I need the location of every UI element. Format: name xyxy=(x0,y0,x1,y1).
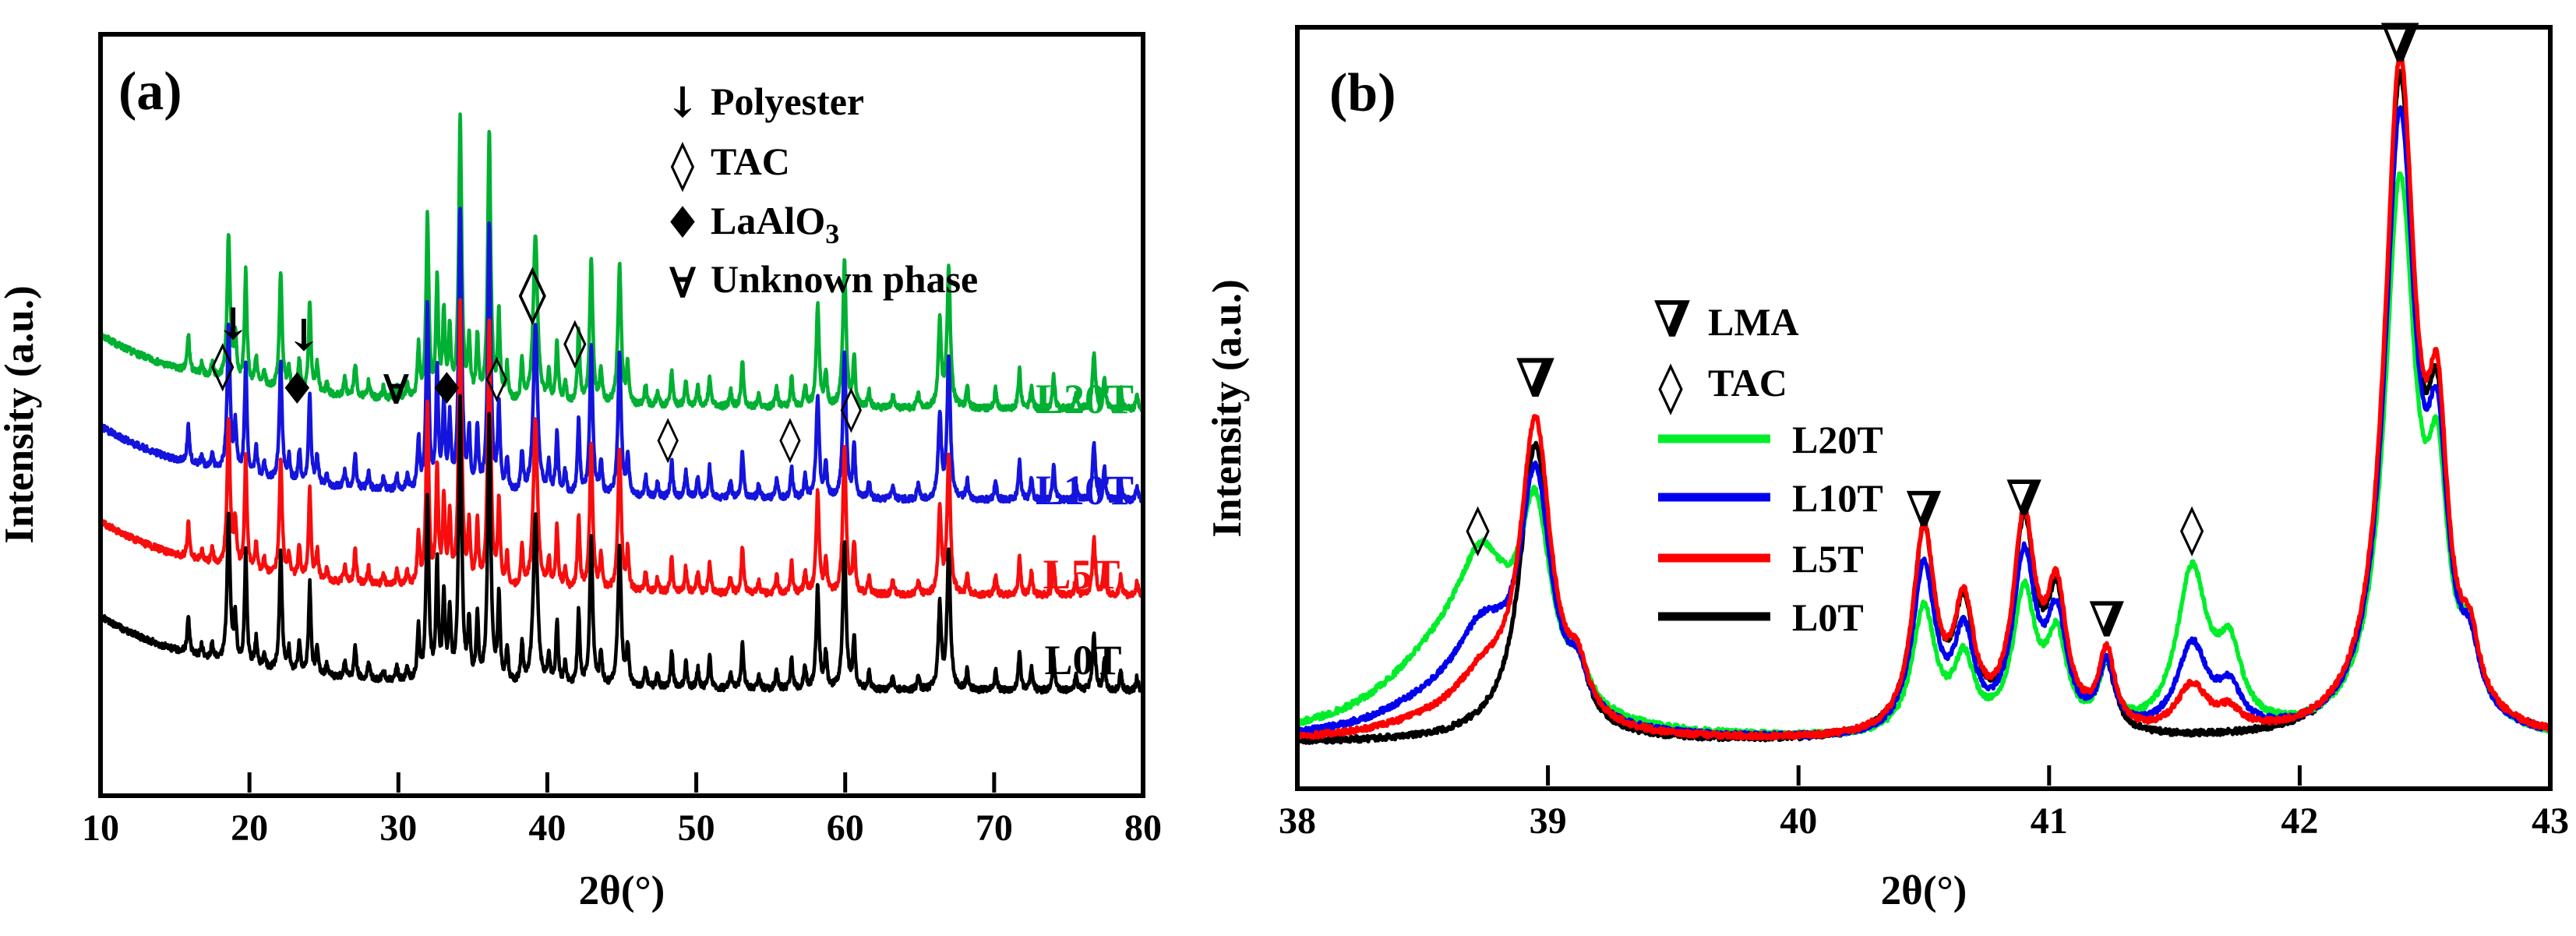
unknown-phase-icon: ∀ xyxy=(669,258,697,308)
polyester-arrow-marker: ↓ xyxy=(215,298,252,350)
curve-label-l5t: L5T xyxy=(1043,551,1120,598)
lma-triangle-marker: ∇ xyxy=(1906,481,1943,538)
curve-L5T xyxy=(1296,51,2553,741)
panel-a-letter: (a) xyxy=(118,62,182,122)
polyester-arrow-icon: ↓ xyxy=(665,77,700,127)
panel-b-line-legend: L20T L10T L5T L0T xyxy=(1658,418,1883,639)
panel-b-marker-legend: ∇ LMA ◊ TAC xyxy=(1653,291,1799,416)
unknown-phase-marker: ∀ xyxy=(383,366,410,414)
panel-b-generated: 38 39 40 41 42 43 ◊ ∇ ∇ ∇ ∇ ◊ ∇ xyxy=(1279,12,2569,842)
legend-label-laalo3: LaAlO3 xyxy=(711,199,839,249)
panel-b-letter: (b) xyxy=(1329,63,1396,123)
laalo3-diamond-marker: ♦ xyxy=(427,363,466,415)
panel-a-generated: 10 20 30 40 50 60 70 80◊↓♦↓∀ ♦ ◊◊◊◊ ◊◊ xyxy=(82,112,1162,849)
tac-diamond-marker: ◊ xyxy=(2180,500,2204,556)
legend-line-label-l20t: L20T xyxy=(1792,418,1883,461)
curve-L0T xyxy=(99,394,1145,695)
lma-triangle-icon: ∇ xyxy=(1653,291,1691,349)
panel-a-xlabel: 2θ(°) xyxy=(579,868,665,913)
panel-b-frame xyxy=(1295,25,2553,791)
curve-L10T xyxy=(1295,105,2552,740)
legend-label-lma: LMA xyxy=(1708,300,1799,344)
x-tick-label: 43 xyxy=(2532,800,2569,842)
legend-line-label-l0t: L0T xyxy=(1792,595,1864,639)
x-tick-label: 42 xyxy=(2281,800,2318,842)
polyester-arrow-marker: ↓ xyxy=(285,309,322,361)
x-tick-label: 40 xyxy=(1780,800,1817,842)
legend-line-label-l5t: L5T xyxy=(1792,537,1864,581)
tac-diamond-marker: ◊ xyxy=(841,382,863,433)
x-tick-label: 38 xyxy=(1279,800,1316,842)
legend-line-label-l10t: L10T xyxy=(1792,476,1883,520)
curve-L5T xyxy=(99,298,1145,600)
tac-diamond-marker: ◊ xyxy=(1466,500,1490,556)
laalo3-diamond-marker: ♦ xyxy=(277,363,316,415)
lma-triangle-marker: ∇ xyxy=(1516,348,1555,410)
x-tick-label: 70 xyxy=(976,807,1013,849)
tac-diamond-marker: ◊ xyxy=(211,338,235,393)
x-tick-label: 10 xyxy=(82,807,119,849)
tac-diamond-marker: ◊ xyxy=(779,412,801,464)
panel-b-ylabel: Intensity (a.u.) xyxy=(1205,279,1250,537)
panel-a-ylabel: Intensity (a.u.) xyxy=(0,285,42,543)
lma-triangle-marker: ∇ xyxy=(2088,592,2125,648)
lma-triangle-marker: ∇ xyxy=(2380,12,2419,75)
tac-diamond-marker: ◊ xyxy=(486,351,508,403)
panel-b: 38 39 40 41 42 43 ◊ ∇ ∇ ∇ ∇ ◊ ∇ (b) ∇ LMA ◊ TAC L20T… xyxy=(1205,12,2569,913)
curve-L20T xyxy=(99,112,1145,413)
x-tick-label: 30 xyxy=(379,807,417,849)
legend-label-tac-b: TAC xyxy=(1708,361,1787,404)
x-tick-label: 39 xyxy=(1530,800,1567,842)
panel-a-phase-legend: ↓ Polyester ◊ TAC ♦ LaAlO3 ∀ Unknown pha… xyxy=(663,77,978,308)
legend-label-tac: TAC xyxy=(711,140,790,183)
tac-diamond-marker: ◊ xyxy=(519,260,547,326)
x-tick-label: 20 xyxy=(231,807,268,849)
tac-diamond-icon-b: ◊ xyxy=(1658,358,1683,416)
tac-diamond-marker: ◊ xyxy=(657,412,679,464)
lma-triangle-marker: ∇ xyxy=(2006,469,2042,526)
tac-diamond-icon: ◊ xyxy=(671,136,695,192)
x-tick-label: 40 xyxy=(528,807,566,849)
x-tick-label: 50 xyxy=(678,807,715,849)
legend-label-unknown-phase: Unknown phase xyxy=(711,257,978,301)
panel-a: 10 20 30 40 50 60 70 80◊↓♦↓∀ ♦ ◊◊◊◊ ◊◊ (a) ↓ Polye… xyxy=(0,32,1162,913)
laalo3-diamond-icon: ♦ xyxy=(663,197,702,249)
x-tick-label: 41 xyxy=(2031,800,2068,842)
panel-b-xlabel: 2θ(°) xyxy=(1881,868,1967,913)
curve-L10T xyxy=(99,207,1145,505)
panel-a-frame xyxy=(98,32,1145,798)
curve-L0T xyxy=(1296,69,2552,745)
curve-label-l10t: L10T xyxy=(1036,467,1134,514)
curve-label-l20t: L20T xyxy=(1036,376,1134,422)
legend-label-polyester: Polyester xyxy=(711,79,864,123)
curve-label-l0t: L0T xyxy=(1044,637,1121,683)
x-tick-label: 80 xyxy=(1124,807,1162,849)
x-tick-label: 60 xyxy=(827,807,864,849)
tac-diamond-marker: ◊ xyxy=(563,315,587,369)
